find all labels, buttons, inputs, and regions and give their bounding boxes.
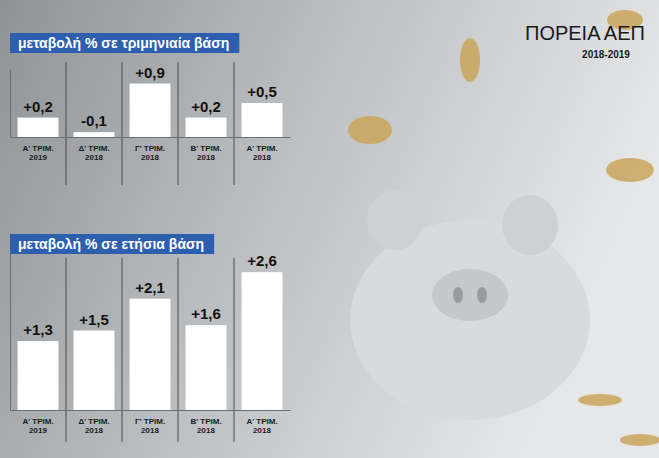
separator [122, 62, 123, 185]
x-tick-label: Β' ΤΡΙΜ.2018 [190, 144, 221, 163]
x-axis-line [11, 137, 291, 138]
x-tick: Α' ΤΡΙΜ.2018 [246, 410, 277, 435]
data-label: -0,1 [81, 112, 107, 129]
data-label: +1,5 [79, 311, 109, 328]
separator [234, 258, 235, 442]
panel-title-box [10, 33, 239, 53]
pig-nostril [477, 287, 487, 303]
bar [74, 331, 115, 411]
panel-title: μεταβολή % σε τριμηνιαία βάση [10, 33, 239, 53]
x-tick-label: Β' ΤΡΙΜ.2018 [190, 417, 221, 436]
bar [242, 103, 283, 137]
x-tick: Β' ΤΡΙΜ.2018 [190, 410, 221, 435]
data-labels: +1,3 +1,5 +2,1 +1,6 +2,6 [23, 252, 277, 338]
separator [66, 258, 67, 442]
y-axis [10, 70, 11, 138]
y-axis-line [10, 252, 11, 411]
x-tick-label: Α' ΤΡΙΜ.2019 [22, 417, 53, 436]
coin [606, 158, 654, 182]
coin [578, 394, 622, 406]
x-tick-label: Δ' ΤΡΙΜ.2018 [78, 144, 109, 163]
x-tick: Α' ΤΡΙΜ.2019 [22, 410, 53, 435]
x-tick: Δ' ΤΡΙΜ.2018 [78, 410, 109, 435]
subtitle: 2018-2019 [582, 49, 630, 60]
x-tick: Δ' ΤΡΙΜ.2018 [78, 137, 109, 162]
bar [130, 299, 171, 410]
x-tick: Β' ΤΡΙΜ.2018 [190, 137, 221, 162]
x-tick-label: Α' ΤΡΙΜ.2018 [246, 417, 277, 436]
bar [130, 84, 171, 137]
panel: μεταβολή % σε τριμηνιαία βάση+0,2-0,1+0,… [10, 33, 291, 185]
bar [186, 118, 227, 137]
data-label: +2,1 [135, 279, 165, 296]
panel-title-text: μεταβολή % σε ετήσια βάση [18, 236, 204, 252]
bar [74, 132, 115, 137]
title: ΠΟΡΕΙΑ ΑΕΠ [525, 22, 645, 44]
coin [460, 38, 480, 82]
data-label: +0,2 [191, 98, 221, 115]
y-axis [10, 252, 11, 411]
panel-title-text: μεταβολή % σε τριμηνιαία βάση [18, 35, 229, 51]
x-tick: Γ' ΤΡΙΜ.2018 [135, 410, 165, 435]
separator [234, 62, 235, 185]
x-axis: Α' ΤΡΙΜ.2019 Δ' ΤΡΙΜ.2018 Γ' ΤΡΙΜ.2018 Β' Τ… [11, 410, 291, 435]
bar [186, 325, 227, 410]
chart-root: ΠΟΡΕΙΑ ΑΕΠ 2018-2019 μεταβολή % σε τριμηνι… [0, 0, 659, 458]
panel: μεταβολή % σε ετήσια βάση+1,3+1,5+2,1+1,… [10, 234, 291, 442]
bar [242, 272, 283, 410]
panel-title: μεταβολή % σε ετήσια βάση [10, 234, 214, 254]
piggy-bank [348, 10, 659, 446]
y-axis-line [10, 70, 11, 138]
data-label: +2,6 [247, 252, 277, 269]
data-label: +1,3 [23, 321, 53, 338]
data-label: +0,2 [23, 98, 53, 115]
x-tick-label: Γ' ΤΡΙΜ.2018 [135, 417, 165, 436]
data-label: +1,6 [191, 305, 221, 322]
coin [348, 116, 392, 144]
background [0, 0, 659, 458]
x-tick: Γ' ΤΡΙΜ.2018 [135, 137, 165, 162]
pig-nostril [453, 287, 463, 303]
bar [18, 341, 59, 410]
x-axis-line [11, 410, 291, 411]
x-tick: Α' ΤΡΙΜ.2019 [22, 137, 53, 162]
separator [178, 62, 179, 185]
x-tick-label: Γ' ΤΡΙΜ.2018 [135, 144, 165, 163]
separator [66, 62, 67, 185]
pig-ear [367, 190, 423, 250]
bars [18, 84, 283, 137]
bar [18, 118, 59, 137]
x-tick-label: Α' ΤΡΙΜ.2018 [246, 144, 277, 163]
x-tick: Α' ΤΡΙΜ.2018 [246, 137, 277, 162]
bars [18, 272, 283, 410]
data-label: +0,9 [135, 64, 165, 81]
separator [178, 258, 179, 442]
pig-ear [502, 195, 558, 255]
coin [620, 434, 659, 446]
x-tick-label: Α' ΤΡΙΜ.2019 [22, 144, 53, 163]
data-label: +0,5 [247, 83, 277, 100]
panel-title-box [10, 234, 214, 254]
x-tick-label: Δ' ΤΡΙΜ.2018 [78, 417, 109, 436]
x-axis: Α' ΤΡΙΜ.2019 Δ' ΤΡΙΜ.2018 Γ' ΤΡΙΜ.2018 Β' Τ… [11, 137, 291, 162]
separator [122, 258, 123, 442]
data-labels: +0,2 -0,1 +0,9 +0,2 +0,5 [23, 64, 277, 130]
pig-body [350, 220, 590, 420]
pig-snout [432, 269, 508, 321]
